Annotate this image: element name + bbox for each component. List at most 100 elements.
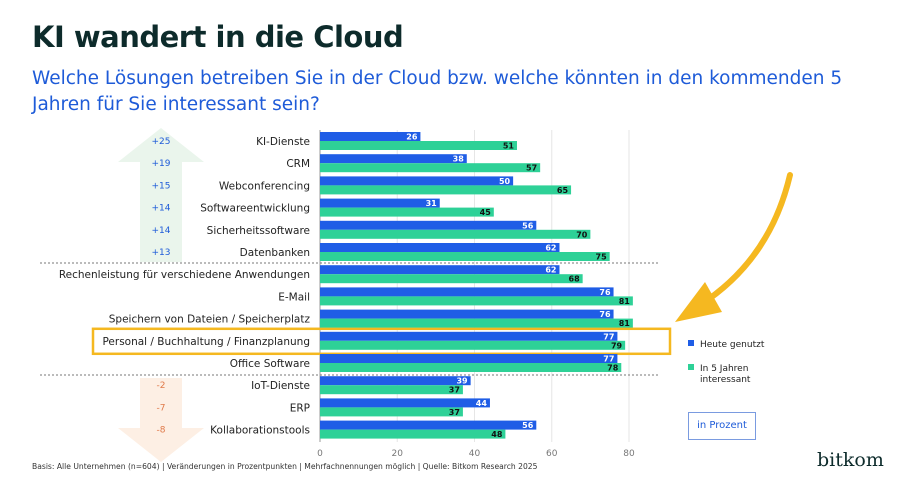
change-label: -7 — [157, 403, 166, 413]
bar-heute — [320, 376, 471, 386]
legend-item-heute: Heute genutzt — [688, 340, 764, 351]
x-tick-label: 80 — [623, 449, 635, 459]
bar-heute — [320, 176, 514, 186]
up-arrow-icon — [118, 128, 204, 262]
category-label: KI-Dienste — [256, 136, 310, 148]
change-label: +15 — [152, 181, 171, 191]
bar-value-label: 77 — [603, 355, 614, 364]
x-tick-label: 20 — [392, 449, 404, 459]
bar-value-label: 81 — [619, 319, 631, 328]
bar-value-label: 44 — [476, 399, 488, 408]
bar-value-label: 57 — [526, 164, 537, 173]
curved-arrow-icon — [697, 172, 793, 308]
change-label: +14 — [152, 204, 171, 214]
category-label: Personal / Buchhaltung / Finanzplanung — [102, 336, 310, 348]
bar-value-label: 26 — [406, 133, 418, 142]
bar-value-label: 39 — [456, 377, 468, 386]
bar-5-jahre — [320, 296, 633, 306]
bar-value-label: 31 — [426, 199, 438, 208]
bar-5-jahre — [320, 318, 633, 328]
change-label: +19 — [152, 159, 171, 169]
bar-5-jahre — [320, 207, 494, 217]
bar-value-label: 48 — [491, 430, 503, 439]
change-label: +13 — [152, 248, 171, 258]
bar-value-label: 77 — [603, 332, 614, 341]
category-label: Softwareentwicklung — [200, 203, 310, 215]
bar-value-label: 51 — [503, 142, 515, 151]
change-label: +25 — [152, 137, 171, 147]
bar-5-jahre — [320, 274, 583, 284]
bar-heute — [320, 398, 490, 408]
bar-heute — [320, 132, 421, 141]
bar-value-label: 78 — [607, 364, 619, 373]
category-label: Speichern von Dateien / Speicherplatz — [109, 314, 311, 326]
bar-5-jahre — [320, 340, 626, 350]
category-label: Datenbanken — [240, 247, 310, 259]
category-label: Webconferencing — [219, 180, 310, 192]
category-label: Rechenleistung für verschiedene Anwendun… — [59, 269, 310, 281]
category-label: Office Software — [230, 358, 310, 370]
bar-value-label: 65 — [557, 186, 569, 195]
change-label: +14 — [152, 226, 171, 236]
highlight-box — [91, 327, 672, 356]
bar-heute — [320, 420, 537, 430]
bar-5-jahre — [320, 429, 506, 439]
bar-heute — [320, 220, 537, 230]
bar-value-label: 70 — [576, 230, 588, 239]
bar-5-jahre — [320, 141, 517, 150]
bar-5-jahre — [320, 229, 591, 239]
category-label: Kollaborationstools — [210, 425, 310, 437]
bar-value-label: 56 — [522, 421, 534, 430]
category-label: E-Mail — [278, 291, 310, 303]
bar-value-label: 76 — [599, 288, 611, 297]
bar-value-label: 45 — [480, 208, 492, 217]
bar-heute — [320, 287, 614, 297]
legend-label: In 5 Jahren interessant — [700, 364, 751, 385]
bar-value-label: 68 — [569, 275, 581, 284]
legend-label: Heute genutzt — [700, 340, 765, 350]
unit-label: in Prozent — [688, 412, 756, 440]
x-tick-label: 60 — [546, 449, 558, 459]
bar-5-jahre — [320, 385, 463, 395]
bar-value-label: 37 — [449, 408, 460, 417]
bar-5-jahre — [320, 252, 610, 261]
bar-value-label: 76 — [599, 310, 611, 319]
category-label: CRM — [286, 158, 310, 170]
bar-value-label: 75 — [596, 253, 608, 262]
bar-heute — [320, 354, 618, 363]
bar-value-label: 37 — [449, 386, 460, 395]
category-label: Sicherheitssoftware — [207, 225, 310, 237]
bar-value-label: 79 — [611, 341, 623, 350]
category-label: ERP — [290, 402, 310, 414]
legend-item-5-jahre: In 5 Jahren interessant — [688, 364, 790, 386]
category-label: IoT-Dienste — [251, 380, 310, 392]
footer-note: Basis: Alle Unternehmen (n=604) | Veränd… — [32, 462, 538, 471]
legend-swatch — [688, 364, 694, 370]
bar-heute — [320, 331, 618, 341]
bar-5-jahre — [320, 163, 541, 173]
bar-heute — [320, 198, 440, 208]
bar-value-label: 50 — [499, 177, 511, 186]
bar-value-label: 38 — [453, 155, 465, 164]
x-tick-label: 40 — [469, 449, 481, 459]
page-subtitle: Welche Lösungen betreiben Sie in der Clo… — [32, 68, 843, 115]
bar-5-jahre — [320, 363, 622, 372]
bar-value-label: 56 — [522, 221, 534, 230]
change-label: -2 — [157, 381, 166, 391]
bar-heute — [320, 265, 560, 275]
page-title: KI wandert in die Cloud — [32, 20, 404, 54]
bar-value-label: 62 — [545, 244, 556, 253]
change-label: -8 — [157, 426, 166, 436]
bitkom-logo: bitkom — [817, 449, 884, 471]
bar-value-label: 62 — [545, 266, 556, 275]
down-arrow-icon — [118, 378, 204, 462]
bar-heute — [320, 243, 560, 252]
bar-heute — [320, 154, 467, 164]
x-tick-label: 0 — [317, 449, 323, 459]
curved-arrow-head-icon — [675, 282, 722, 322]
bar-5-jahre — [320, 185, 572, 195]
bar-value-label: 81 — [619, 297, 631, 306]
bar-heute — [320, 309, 614, 319]
legend-swatch — [688, 340, 694, 346]
